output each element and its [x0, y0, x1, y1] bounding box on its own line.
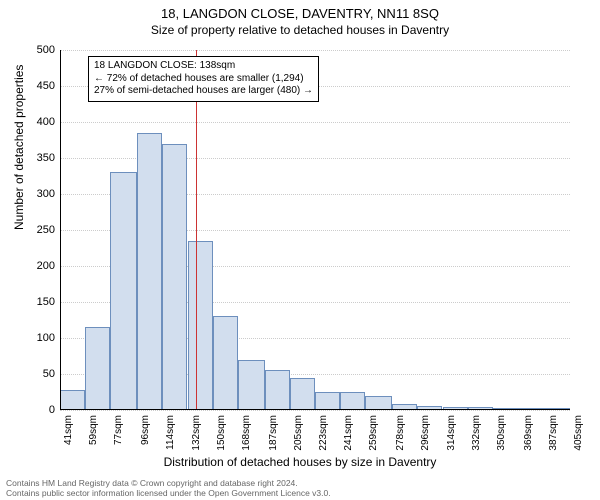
ytick-label: 200 — [15, 260, 55, 272]
histogram-bar — [340, 392, 365, 410]
xtick-label: 278sqm — [395, 415, 406, 451]
xtick-label: 259sqm — [368, 415, 379, 451]
xtick-label: 296sqm — [420, 415, 431, 451]
histogram-bar — [60, 390, 85, 410]
histogram-bar — [137, 133, 162, 410]
histogram-bar — [290, 378, 315, 410]
histogram-bar — [110, 172, 137, 410]
x-axis-line — [60, 409, 570, 410]
plot: 05010015020025030035040045050041sqm59sqm… — [60, 50, 570, 410]
grid-line — [60, 410, 570, 412]
xtick-label: 241sqm — [343, 415, 354, 451]
annotation-box: 18 LANGDON CLOSE: 138sqm ← 72% of detach… — [88, 56, 319, 102]
annotation-line3: 27% of semi-detached houses are larger (… — [94, 85, 313, 98]
xtick-label: 96sqm — [140, 415, 151, 445]
chart-subtitle: Size of property relative to detached ho… — [0, 23, 600, 41]
chart-title: 18, LANGDON CLOSE, DAVENTRY, NN11 8SQ — [0, 0, 600, 23]
histogram-bar — [265, 370, 290, 410]
y-axis-line — [60, 50, 61, 410]
xtick-label: 205sqm — [293, 415, 304, 451]
xtick-label: 223sqm — [318, 415, 329, 451]
xtick-label: 350sqm — [496, 415, 507, 451]
xtick-label: 168sqm — [241, 415, 252, 451]
xtick-label: 187sqm — [268, 415, 279, 451]
grid-line — [60, 50, 570, 52]
ytick-label: 150 — [15, 296, 55, 308]
plot-area: 05010015020025030035040045050041sqm59sqm… — [60, 50, 570, 410]
ytick-label: 350 — [15, 152, 55, 164]
xtick-label: 77sqm — [113, 415, 124, 445]
histogram-bar — [188, 241, 213, 410]
annotation-line1: 18 LANGDON CLOSE: 138sqm — [94, 60, 313, 73]
xtick-label: 114sqm — [165, 415, 176, 450]
ytick-label: 450 — [15, 80, 55, 92]
xtick-label: 314sqm — [446, 415, 457, 451]
histogram-bar — [238, 360, 265, 410]
xtick-label: 59sqm — [88, 415, 99, 445]
histogram-bar — [315, 392, 340, 410]
xtick-label: 150sqm — [216, 415, 227, 451]
ytick-label: 100 — [15, 332, 55, 344]
ytick-label: 300 — [15, 188, 55, 200]
footer-line2: Contains public sector information licen… — [6, 488, 331, 498]
xtick-label: 332sqm — [471, 415, 482, 451]
reference-line — [196, 50, 197, 410]
ytick-label: 250 — [15, 224, 55, 236]
ytick-label: 500 — [15, 44, 55, 56]
footer-line1: Contains HM Land Registry data © Crown c… — [6, 478, 331, 488]
footer: Contains HM Land Registry data © Crown c… — [6, 478, 331, 498]
ytick-label: 50 — [15, 368, 55, 380]
chart-container: 18, LANGDON CLOSE, DAVENTRY, NN11 8SQ Si… — [0, 0, 600, 500]
annotation-line2: ← 72% of detached houses are smaller (1,… — [94, 73, 313, 86]
grid-line — [60, 122, 570, 124]
histogram-bar — [85, 327, 110, 410]
xtick-label: 132sqm — [191, 415, 202, 451]
xtick-label: 369sqm — [523, 415, 534, 451]
xtick-label: 405sqm — [573, 415, 584, 451]
xtick-label: 387sqm — [548, 415, 559, 451]
histogram-bar — [162, 144, 187, 410]
histogram-bar — [213, 316, 238, 410]
histogram-bar — [365, 396, 392, 410]
x-axis-label: Distribution of detached houses by size … — [0, 455, 600, 469]
xtick-label: 41sqm — [63, 415, 74, 445]
ytick-label: 0 — [15, 404, 55, 416]
ytick-label: 400 — [15, 116, 55, 128]
